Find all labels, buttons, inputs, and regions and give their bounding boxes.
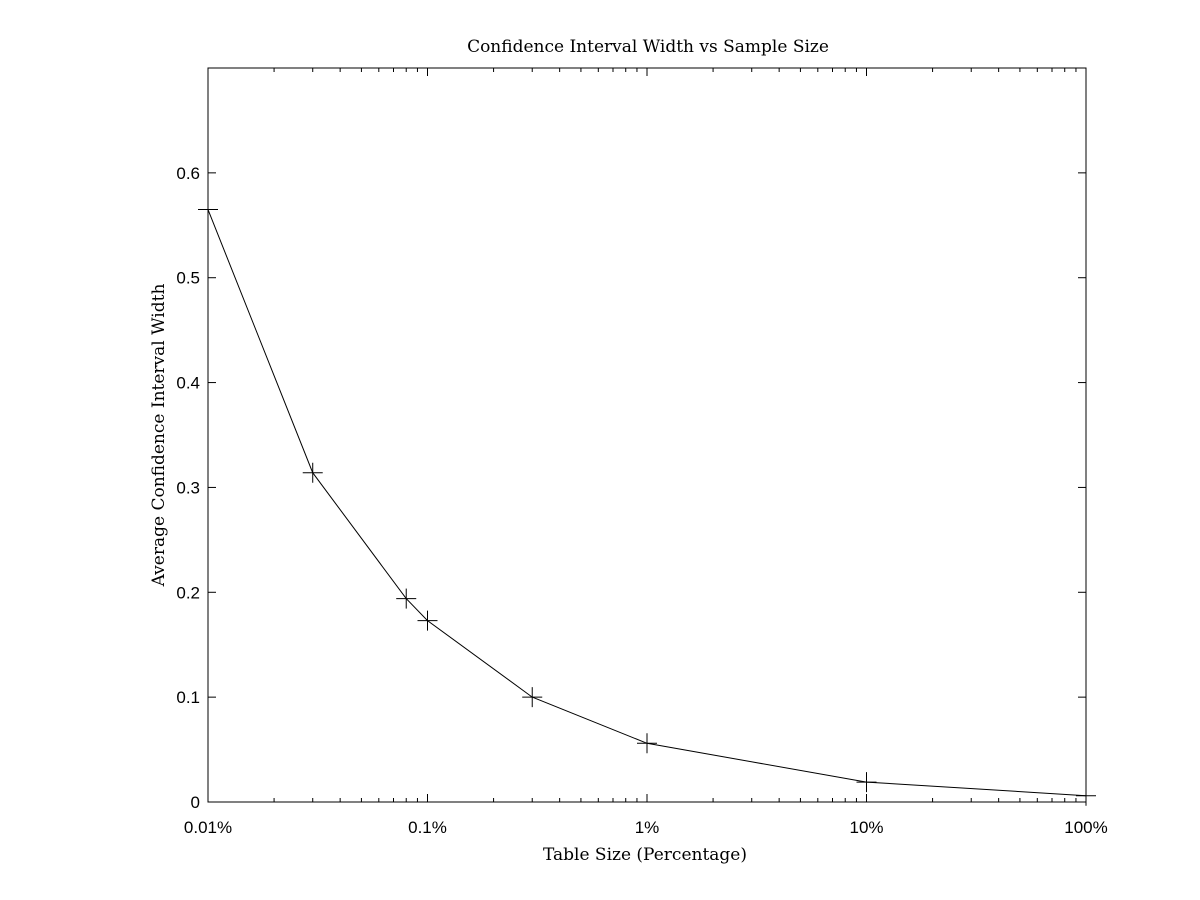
x-tick-label: 10% [849,818,883,837]
y-tick-label: 0.5 [176,269,200,288]
x-tick-label: 0.1% [408,818,447,837]
data-point [302,462,323,483]
y-tick-label: 0.1 [176,688,200,707]
chart-title: Confidence Interval Width vs Sample Size [467,37,829,57]
y-tick-label: 0 [191,793,200,812]
data-point [396,588,417,609]
data-point [198,199,218,220]
x-tick-label: 100% [1064,818,1107,837]
data-point [522,687,543,708]
data-point [1076,785,1096,806]
y-tick-labels: 0 0.1 0.2 0.3 0.4 0.5 0.6 [176,164,200,812]
y-tick-label: 0.3 [176,478,200,497]
axis-ticks [207,68,1087,803]
data-point [637,733,657,754]
y-tick-label: 0.2 [176,583,200,602]
data-point [417,610,438,631]
x-axis-label: Table Size (Percentage) [543,845,747,865]
data-markers [198,199,1096,806]
plot-frame [207,67,1087,803]
y-tick-label: 0.4 [176,374,200,393]
x-tick-labels: 0.01% 0.1% 1% 10% 100% [184,818,1108,837]
y-axis-label: Average Confidence Interval Width [149,284,169,588]
x-tick-label: 0.01% [184,818,232,837]
y-tick-label: 0.6 [176,164,200,183]
series-line [207,209,1087,797]
data-point [856,772,877,793]
x-tick-label: 1% [635,818,660,837]
